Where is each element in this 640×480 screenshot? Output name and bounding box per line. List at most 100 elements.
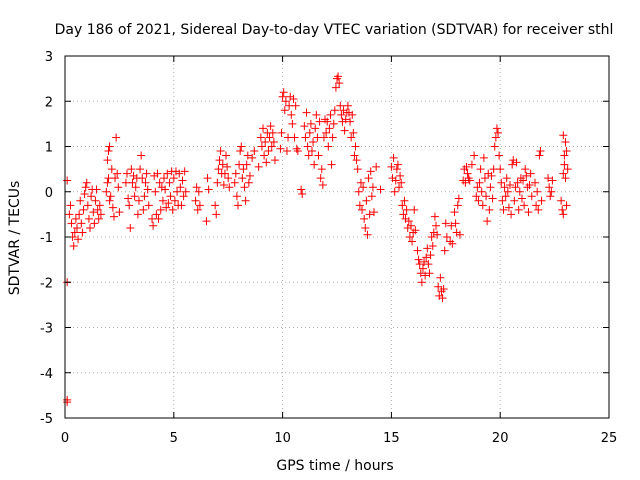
- data-point: [71, 214, 80, 223]
- data-point: [494, 128, 503, 137]
- x-axis-label: GPS time / hours: [276, 458, 393, 474]
- data-point: [254, 162, 263, 171]
- data-point: [316, 174, 325, 183]
- data-point: [406, 221, 415, 230]
- data-point: [517, 194, 526, 203]
- data-point: [483, 217, 492, 226]
- data-point: [90, 219, 99, 228]
- data-point: [113, 169, 122, 178]
- data-point: [291, 101, 300, 110]
- data-point: [160, 174, 169, 183]
- data-point: [211, 201, 220, 210]
- data-point: [262, 158, 271, 167]
- data-point: [488, 194, 497, 203]
- data-point: [109, 212, 118, 221]
- data-point: [260, 151, 269, 160]
- data-point: [310, 160, 319, 169]
- data-point: [536, 147, 545, 156]
- data-point: [95, 201, 104, 210]
- data-point: [66, 201, 75, 210]
- grid-lines: [65, 56, 609, 418]
- data-point: [510, 196, 519, 205]
- data-point: [327, 160, 336, 169]
- data-point: [561, 174, 570, 183]
- data-point: [416, 269, 425, 278]
- data-point: [264, 147, 273, 156]
- data-point: [334, 72, 343, 81]
- data-point: [330, 106, 339, 115]
- data-point: [343, 101, 352, 110]
- data-point: [426, 251, 435, 260]
- data-point: [364, 174, 373, 183]
- data-point: [353, 165, 362, 174]
- data-point: [433, 230, 442, 239]
- data-point: [77, 219, 86, 228]
- data-point: [562, 201, 571, 210]
- data-point: [425, 269, 434, 278]
- chart-title: Day 186 of 2021, Sidereal Day-to-day VTE…: [55, 22, 614, 38]
- y-tick-label: -4: [40, 367, 53, 382]
- data-point: [559, 131, 568, 140]
- x-tick-label: 25: [601, 431, 618, 446]
- data-point: [103, 156, 112, 165]
- data-point: [265, 133, 274, 142]
- data-point: [562, 147, 571, 156]
- data-point: [402, 205, 411, 214]
- data-point: [515, 187, 524, 196]
- data-point: [527, 192, 536, 201]
- data-point: [477, 187, 486, 196]
- data-point: [560, 160, 569, 169]
- data-point: [454, 194, 463, 203]
- data-point: [276, 144, 285, 153]
- data-point: [522, 171, 531, 180]
- data-point: [514, 205, 523, 214]
- data-point: [423, 244, 432, 253]
- data-point: [266, 122, 275, 131]
- data-point: [503, 187, 512, 196]
- data-point: [560, 151, 569, 160]
- data-point: [164, 199, 173, 208]
- data-point: [248, 153, 257, 162]
- data-point: [376, 185, 385, 194]
- data-point: [326, 110, 335, 119]
- data-point: [195, 201, 204, 210]
- data-point: [390, 187, 399, 196]
- data-point: [259, 124, 268, 133]
- data-point: [87, 192, 96, 201]
- data-point: [288, 119, 297, 128]
- data-point: [290, 133, 299, 142]
- data-point: [257, 142, 266, 151]
- data-point: [281, 97, 290, 106]
- data-point: [415, 260, 424, 269]
- data-point: [137, 151, 146, 160]
- axis-ticks: [64, 55, 610, 419]
- data-point: [465, 176, 474, 185]
- data-point: [141, 178, 150, 187]
- data-point: [223, 162, 232, 171]
- data-point: [235, 160, 244, 169]
- data-point: [70, 228, 79, 237]
- data-point: [114, 183, 123, 192]
- data-point: [317, 165, 326, 174]
- data-point: [545, 183, 554, 192]
- data-point: [93, 205, 102, 214]
- data-point: [368, 183, 377, 192]
- data-point: [417, 278, 426, 287]
- data-point: [413, 246, 422, 255]
- data-point: [531, 178, 540, 187]
- data-point: [519, 176, 528, 185]
- data-point: [499, 205, 508, 214]
- data-point: [418, 264, 427, 273]
- data-point: [352, 156, 361, 165]
- data-point: [302, 108, 311, 117]
- data-point: [480, 174, 489, 183]
- data-point: [107, 165, 116, 174]
- data-point: [261, 137, 270, 146]
- data-point: [474, 196, 483, 205]
- data-point: [242, 160, 251, 169]
- data-point: [322, 128, 331, 137]
- data-point: [111, 174, 120, 183]
- data-point: [218, 160, 227, 169]
- data-point: [475, 178, 484, 187]
- data-point: [238, 174, 247, 183]
